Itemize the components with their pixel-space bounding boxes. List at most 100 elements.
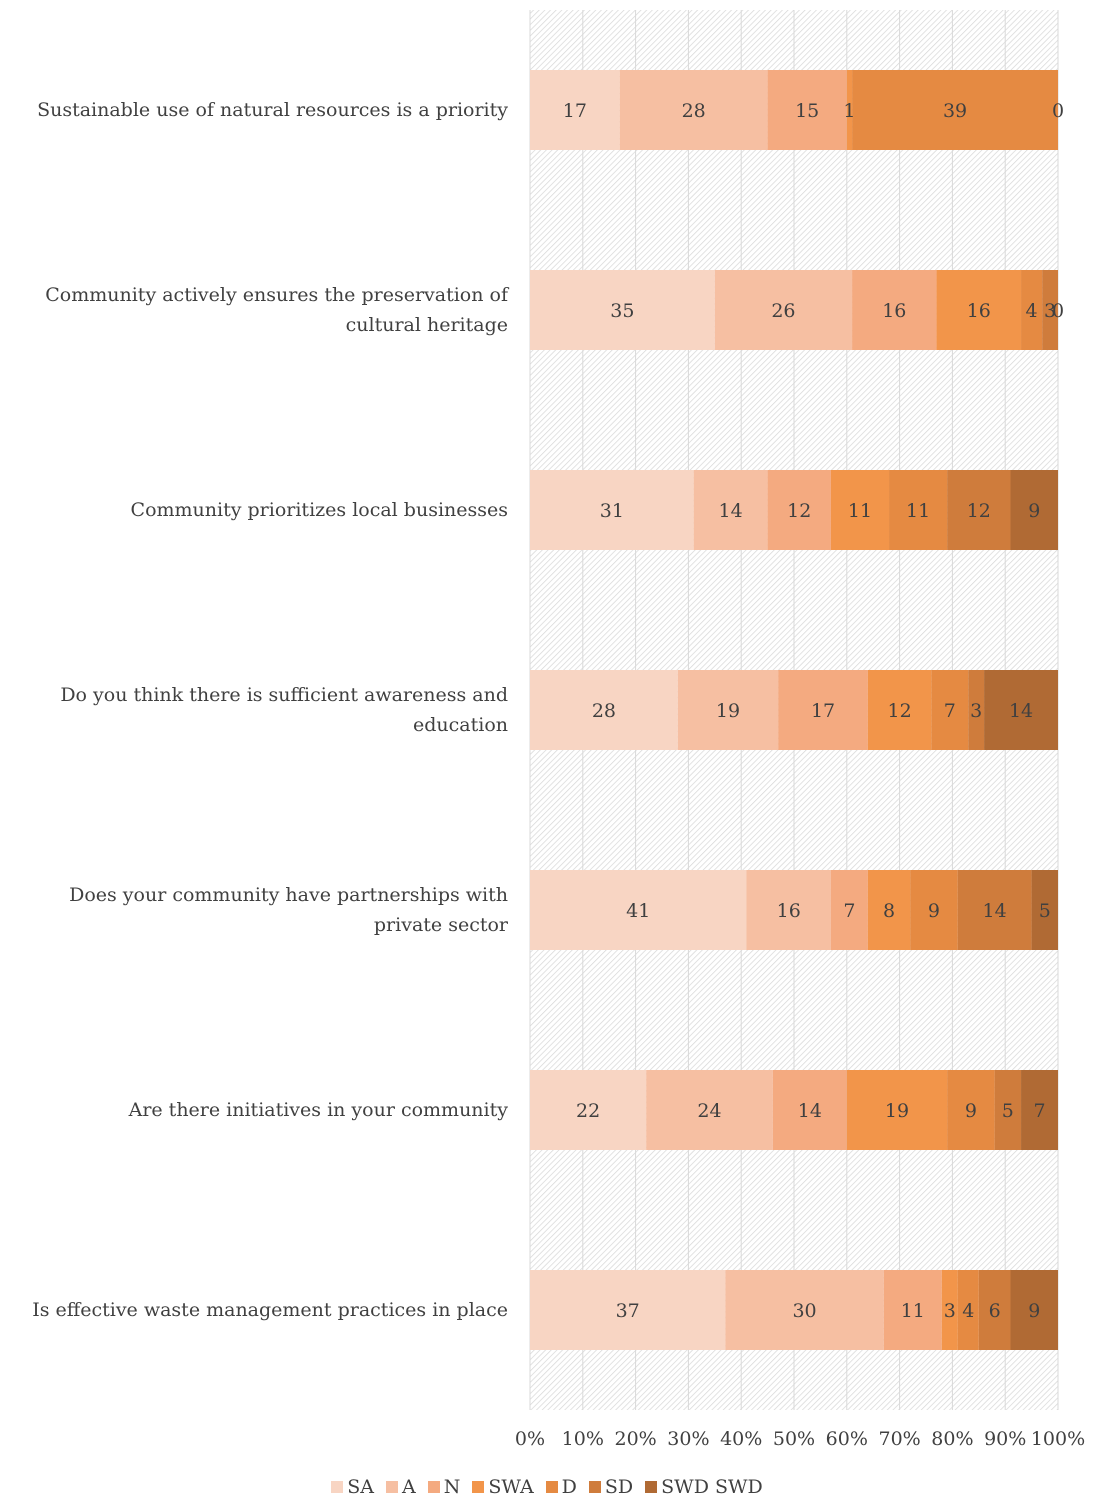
legend-item: SD xyxy=(588,1476,634,1498)
legend: SA A N SWA D SD SWD SWD xyxy=(0,1472,1094,1502)
data-label: 28 xyxy=(682,100,706,122)
bar-segment xyxy=(867,670,932,750)
bar-segment xyxy=(619,70,768,150)
bar-segment xyxy=(867,870,911,950)
category-label: Are there initiatives in your community xyxy=(128,1099,508,1121)
legend-label: SWD SWD xyxy=(661,1476,763,1498)
legend-label: SA xyxy=(347,1476,374,1498)
bar-segment xyxy=(941,1270,958,1350)
data-label: 31 xyxy=(600,500,624,522)
data-label: 19 xyxy=(885,1100,909,1122)
data-label: 26 xyxy=(771,300,795,322)
legend-swatch xyxy=(545,1481,558,1493)
data-label: 39 xyxy=(943,100,967,122)
bar-segment xyxy=(830,470,890,550)
category-label: Community actively ensures the preservat… xyxy=(45,284,508,336)
legend-label: D xyxy=(561,1476,577,1498)
data-label: 3 xyxy=(1044,300,1056,322)
data-label: 4 xyxy=(1026,300,1038,322)
bar-segment xyxy=(947,1070,995,1150)
bar-segment xyxy=(957,870,1032,950)
data-label: 9 xyxy=(1028,1300,1040,1322)
bar-segment xyxy=(852,270,937,350)
bar-segment xyxy=(530,870,747,950)
data-label: 6 xyxy=(989,1300,1001,1322)
legend-swatch xyxy=(427,1481,440,1493)
legend-swatch xyxy=(588,1481,601,1493)
bar-segment xyxy=(530,270,715,350)
data-label: 0 xyxy=(1052,300,1064,322)
bar-segment xyxy=(646,1070,773,1150)
data-label: 37 xyxy=(616,1300,640,1322)
legend-item: A xyxy=(385,1476,416,1498)
data-label: 1 xyxy=(843,100,855,122)
legend-swatch xyxy=(645,1481,658,1493)
data-label: 19 xyxy=(716,700,740,722)
legend-swatch xyxy=(385,1481,398,1493)
legend-label: A xyxy=(401,1476,416,1498)
data-label: 16 xyxy=(882,300,906,322)
data-label: 14 xyxy=(798,1100,822,1122)
bar-segment xyxy=(947,470,1011,550)
data-label: 7 xyxy=(1033,1100,1045,1122)
data-label: 24 xyxy=(697,1100,721,1122)
bar-segment xyxy=(530,70,620,150)
bar-segment xyxy=(677,670,779,750)
bar-segment xyxy=(530,470,694,550)
bar-segment xyxy=(714,270,853,350)
legend-label: N xyxy=(443,1476,461,1498)
tick-label: 50% xyxy=(772,1428,816,1450)
data-label: 11 xyxy=(848,500,872,522)
data-label: 17 xyxy=(811,700,835,722)
legend-label: SWA xyxy=(488,1476,534,1498)
data-label: 12 xyxy=(787,500,811,522)
bar-segment xyxy=(910,870,958,950)
data-label: 3 xyxy=(970,700,982,722)
bar-segment xyxy=(931,670,969,750)
data-label: 12 xyxy=(888,700,912,722)
bar-segment xyxy=(978,1270,1011,1350)
data-label: 12 xyxy=(967,500,991,522)
category-label: Does your community have partnerships wi… xyxy=(69,884,508,936)
bar-segment xyxy=(725,1270,884,1350)
legend-label: SD xyxy=(604,1476,634,1498)
data-label: 14 xyxy=(1009,700,1033,722)
bar-segment xyxy=(530,1270,726,1350)
data-label: 15 xyxy=(795,100,819,122)
tick-label: 0% xyxy=(514,1428,546,1450)
legend-swatch xyxy=(472,1481,485,1493)
data-label: 17 xyxy=(563,100,587,122)
data-label: 4 xyxy=(962,1300,974,1322)
legend-item: D xyxy=(545,1476,577,1498)
tick-label: 90% xyxy=(984,1428,1027,1450)
tick-label: 80% xyxy=(931,1428,974,1450)
tick-label: 10% xyxy=(561,1428,604,1450)
bar-segment xyxy=(767,70,847,150)
bar-segment xyxy=(767,470,831,550)
legend-item: SA xyxy=(331,1476,374,1498)
data-label: 8 xyxy=(883,900,895,922)
data-label: 11 xyxy=(901,1300,925,1322)
data-label: 7 xyxy=(843,900,855,922)
category-label: Sustainable use of natural resources is … xyxy=(37,99,508,121)
data-label: 0 xyxy=(1052,100,1064,122)
bar-segment xyxy=(994,1070,1022,1150)
tick-label: 100% xyxy=(1030,1428,1086,1450)
bar-segment xyxy=(772,1070,847,1150)
bar-segment xyxy=(957,1270,979,1350)
data-label: 16 xyxy=(777,900,801,922)
bar-segment xyxy=(693,470,768,550)
legend-item: N xyxy=(427,1476,461,1498)
data-label: 9 xyxy=(965,1100,977,1122)
data-label: 3 xyxy=(944,1300,956,1322)
bar-segment xyxy=(778,670,868,750)
data-label: 14 xyxy=(983,900,1007,922)
bar-segment xyxy=(1010,1270,1058,1350)
bar-segment xyxy=(530,1070,647,1150)
category-label: Do you think there is sufficient awarene… xyxy=(60,684,508,736)
bar-segment xyxy=(830,870,868,950)
category-label: Community prioritizes local businesses xyxy=(130,499,508,521)
data-label: 35 xyxy=(610,300,634,322)
data-label: 9 xyxy=(928,900,940,922)
